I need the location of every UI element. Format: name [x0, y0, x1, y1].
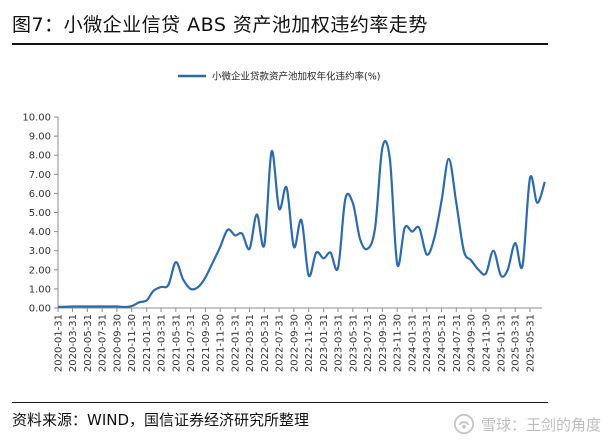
y-tick-label: 5.00: [29, 208, 51, 219]
series-line: [57, 139, 546, 309]
chart-legend: 小微企业贷款资产池加权年化违约率(%): [178, 71, 380, 83]
x-tick-label: 2020-07-31: [98, 314, 109, 372]
x-tick-label: 2022-07-31: [275, 314, 286, 372]
x-tick-label: 2021-05-31: [171, 314, 182, 372]
watermark-text: 雪球：王剑的角度: [480, 415, 601, 434]
watermark: 雪球：王剑的角度: [453, 413, 601, 435]
x-tick-label: 2023-01-31: [319, 314, 330, 372]
x-tick-label: 2020-05-31: [83, 314, 94, 372]
x-tick-label: 2023-03-31: [334, 314, 345, 372]
x-tick-label: 2024-07-31: [452, 314, 463, 372]
x-tick-label: 2022-09-30: [289, 314, 300, 372]
x-tick-label: 2022-01-31: [231, 314, 242, 372]
y-tick-label: 0.00: [29, 304, 51, 315]
x-tick-label: 2021-07-31: [186, 314, 197, 372]
x-tick-label: 2025-01-31: [496, 314, 507, 372]
x-tick-label: 2022-05-31: [260, 314, 271, 372]
x-tick-label: 2024-09-30: [467, 314, 478, 372]
x-tick-label: 2025-03-31: [511, 314, 522, 372]
y-tick-label: 9.00: [29, 132, 51, 143]
x-tick-label: 2024-11-30: [481, 314, 492, 372]
y-tick-label: 4.00: [29, 227, 51, 238]
series-layer: [57, 139, 546, 309]
x-tick-label: 2022-11-30: [304, 314, 315, 372]
y-tick-label: 1.00: [29, 284, 51, 295]
x-tick-label: 2020-03-31: [68, 314, 79, 372]
y-tick-label: 3.00: [29, 246, 51, 257]
x-tick-label: 2023-09-30: [378, 314, 389, 372]
x-tick-label: 2023-11-30: [393, 314, 404, 372]
legend-label: 小微企业贷款资产池加权年化违约率(%): [212, 71, 380, 83]
x-tick-label: 2024-05-31: [437, 314, 448, 372]
line-chart: 小微企业贷款资产池加权年化违约率(%) 0.00 1.00 2.00 3.00 4.00…: [22, 71, 546, 372]
x-tick-label: 2024-03-31: [422, 314, 433, 372]
footer-divider: [12, 402, 548, 403]
x-tick-label: 2020-11-30: [127, 314, 138, 372]
x-tick-label: 2021-09-30: [201, 314, 212, 372]
y-tick-label: 7.00: [29, 170, 51, 181]
y-tick-label: 10.00: [22, 113, 51, 124]
y-tick-label: 2.00: [29, 265, 51, 276]
x-tick-label: 2021-01-31: [142, 314, 153, 372]
x-tick-label: 2020-01-31: [54, 314, 65, 372]
figure-title: 图7：小微企业信贷 ABS 资产池加权违约率走势: [12, 14, 428, 36]
x-tick-label: 2023-07-31: [363, 314, 374, 372]
x-axis: 2020-01-31 2020-03-31 2020-05-31 2020-07-31…: [54, 307, 542, 372]
source-note: 资料来源：WIND，国信证券经济研究所整理: [12, 411, 310, 429]
x-tick-label: 2024-01-31: [408, 314, 419, 372]
y-axis: 0.00 1.00 2.00 3.00 4.00 5.00 6.00 7.00 8.00 9.00…: [22, 113, 59, 315]
x-tick-label: 2021-03-31: [157, 314, 168, 372]
snowball-logo-icon: [453, 413, 475, 435]
y-tick-label: 6.00: [29, 189, 51, 200]
x-tick-label: 2025-05-31: [526, 314, 537, 372]
x-tick-label: 2022-03-31: [245, 314, 256, 372]
x-tick-label: 2021-11-30: [216, 314, 227, 372]
x-tick-label: 2023-05-31: [348, 314, 359, 372]
x-tick-label: 2020-09-30: [112, 314, 123, 372]
title-divider: [12, 43, 548, 45]
y-tick-label: 8.00: [29, 151, 51, 162]
